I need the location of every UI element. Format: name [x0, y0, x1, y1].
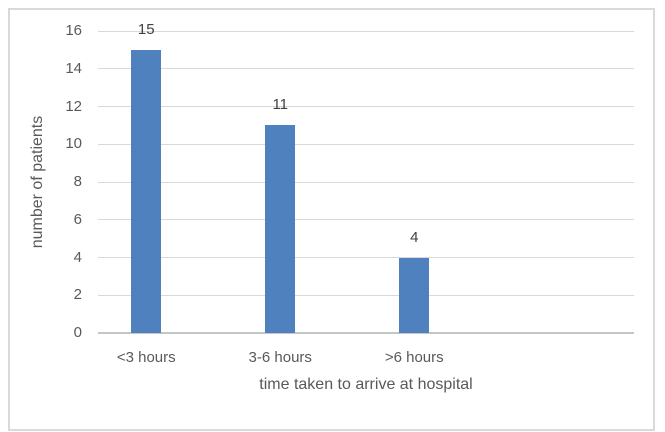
gridline — [98, 181, 634, 183]
y-axis-tick-label: 8 — [73, 173, 82, 190]
y-axis-tick-label: 16 — [65, 22, 82, 39]
bar-1 — [131, 49, 162, 333]
gridline — [98, 106, 634, 107]
gridline — [98, 143, 634, 145]
gridline — [98, 68, 634, 70]
x-axis-category-label: >6 hours — [384, 349, 444, 366]
x-axis-title: time taken to arrive at hospital — [259, 376, 473, 393]
bar-data-label: 11 — [272, 96, 289, 114]
y-axis-tick-label: 4 — [73, 248, 82, 266]
gridline — [98, 30, 634, 32]
bar-3 — [399, 257, 430, 333]
y-axis-tick-label: 0 — [73, 324, 82, 341]
y-axis-tick-label: 10 — [65, 135, 82, 153]
y-axis-tick-label: 6 — [73, 210, 82, 228]
x-axis-line — [98, 332, 634, 334]
gridline — [98, 257, 634, 258]
x-axis-category-label: 3-6 hours — [248, 349, 312, 366]
bar-2 — [265, 125, 296, 333]
x-axis-category-label: <3 hours — [116, 349, 176, 366]
y-axis-title: number of patients — [29, 115, 46, 249]
gridline — [98, 219, 634, 221]
bar-data-label: 4 — [410, 228, 419, 246]
y-axis-tick-label: 14 — [65, 59, 82, 77]
gridline — [98, 294, 634, 296]
y-axis-tick-label: 12 — [65, 97, 82, 115]
y-axis-tick-label: 2 — [73, 286, 82, 304]
bar-data-label: 15 — [137, 20, 155, 38]
